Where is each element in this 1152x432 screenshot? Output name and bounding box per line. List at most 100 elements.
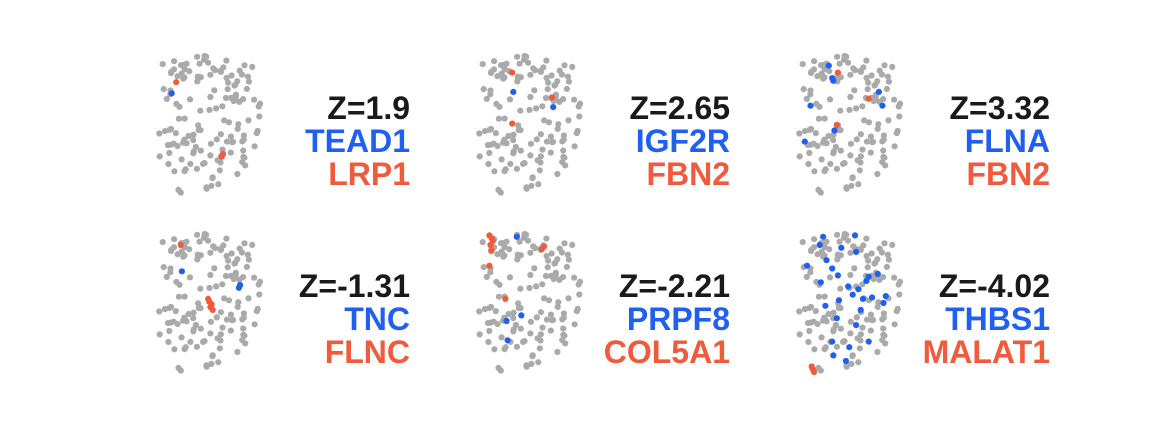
background-point <box>197 147 204 154</box>
background-point <box>243 263 250 270</box>
background-point <box>836 238 843 245</box>
background-point <box>217 159 224 166</box>
background-point <box>501 168 508 175</box>
background-point <box>232 92 239 100</box>
background-point <box>815 115 822 122</box>
background-point <box>560 274 567 281</box>
z-score-label: Z=-2.21 <box>618 268 730 304</box>
background-point <box>531 87 538 94</box>
gene1-point <box>550 104 557 111</box>
background-point <box>476 153 483 160</box>
background-point <box>527 93 534 101</box>
background-point <box>224 264 231 271</box>
background-point <box>171 168 178 175</box>
background-point <box>818 334 825 341</box>
background-point <box>817 62 825 69</box>
background-point <box>565 256 572 263</box>
background-point <box>867 311 874 318</box>
background-point <box>880 96 887 103</box>
background-point <box>881 62 888 69</box>
background-point <box>803 273 810 280</box>
background-point <box>876 67 883 74</box>
background-point <box>217 337 224 344</box>
background-point <box>880 147 887 154</box>
background-point <box>490 318 497 325</box>
background-point <box>531 265 538 272</box>
background-point <box>796 308 803 315</box>
gene2-label: FLNC <box>324 334 410 370</box>
background-point <box>517 127 524 134</box>
background-point <box>523 53 530 60</box>
background-point <box>232 270 239 278</box>
background-point <box>255 281 262 288</box>
background-point <box>479 239 486 246</box>
background-point <box>796 130 803 137</box>
background-point <box>837 74 844 81</box>
background-point <box>212 67 219 74</box>
background-point <box>176 281 183 288</box>
background-point <box>880 274 887 281</box>
background-point <box>217 245 224 253</box>
background-point <box>514 78 521 85</box>
background-point <box>884 251 891 258</box>
background-point <box>896 291 903 298</box>
background-point <box>879 337 886 344</box>
background-point <box>186 68 193 75</box>
background-point <box>554 303 561 310</box>
background-point <box>510 328 517 335</box>
background-point <box>501 346 508 353</box>
background-point <box>219 281 226 288</box>
background-point <box>806 327 813 335</box>
background-point <box>506 274 514 281</box>
scatter-plot <box>156 52 264 196</box>
background-point <box>185 132 192 140</box>
background-point <box>488 68 495 75</box>
background-point <box>234 348 241 356</box>
background-point <box>576 113 583 120</box>
background-point <box>223 138 231 145</box>
background-point <box>565 295 572 302</box>
background-point <box>559 337 566 344</box>
background-point <box>510 315 517 322</box>
background-point <box>234 303 241 310</box>
gene2-point <box>810 368 818 376</box>
background-point <box>834 256 841 263</box>
gene1-point <box>875 88 882 95</box>
background-point <box>559 159 566 166</box>
background-point <box>190 309 197 316</box>
background-point <box>543 74 550 82</box>
background-point <box>874 303 881 310</box>
background-point <box>487 87 494 94</box>
background-point <box>194 256 201 263</box>
background-point <box>203 231 210 238</box>
background-point <box>812 130 819 137</box>
background-point <box>170 318 177 325</box>
background-point <box>811 236 818 243</box>
gene1-point <box>804 262 811 269</box>
background-point <box>190 328 197 335</box>
z-score-label: Z=1.9 <box>327 90 410 126</box>
background-point <box>563 85 570 92</box>
background-point <box>239 337 246 344</box>
background-point <box>243 85 250 92</box>
gene2-point <box>487 241 494 249</box>
background-point <box>219 103 226 110</box>
background-point <box>539 146 546 153</box>
panel-labels: Z=3.32 FLNA FBN2 <box>949 92 1050 191</box>
background-point <box>520 160 527 167</box>
background-point <box>537 131 544 138</box>
background-point <box>181 252 188 259</box>
background-point <box>847 271 854 279</box>
background-point <box>548 72 555 79</box>
background-point <box>213 136 220 143</box>
background-point <box>207 93 214 101</box>
scatter-plot <box>476 52 584 196</box>
background-point <box>818 156 825 163</box>
background-point <box>856 167 863 174</box>
background-point <box>492 130 499 137</box>
background-point <box>223 252 230 260</box>
background-point <box>821 115 828 122</box>
background-point <box>830 328 837 335</box>
background-point <box>527 271 534 279</box>
background-point <box>847 330 854 337</box>
